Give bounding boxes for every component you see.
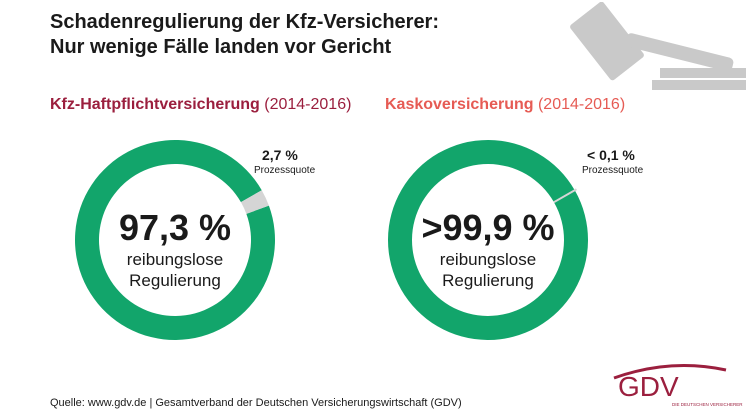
chart-2-center-value: >99,9 % (421, 207, 555, 248)
chart-1-callout-value: 2,7 % (262, 147, 298, 163)
chart-1-subtitle: Kfz-Haftpflichtversicherung (2014-2016) (50, 96, 351, 114)
gdv-logo-arc (613, 364, 727, 380)
chart-1-title: Kfz-Haftpflichtversicherung (50, 96, 260, 113)
chart-1-center-label-2: Regulierung (129, 271, 221, 290)
title-line-1: Schadenregulierung der Kfz-Versicherer: (50, 11, 440, 33)
donut-chart-1 (75, 140, 275, 340)
chart-title: Schadenregulierung der Kfz-Versicherer: … (50, 10, 439, 60)
chart-2-center-label-2: Regulierung (442, 271, 534, 290)
source-footer: Quelle: www.gdv.de | Gesamtverband der D… (50, 397, 462, 409)
gavel-icon (570, 2, 746, 90)
gavel-head (570, 2, 644, 81)
chart-1-period: (2014-2016) (264, 96, 352, 113)
title-line-2: Nur wenige Fälle landen vor Gericht (50, 36, 392, 58)
donut-1-slice-prozessquote (240, 190, 269, 214)
chart-1-callout-label: Prozessquote (254, 165, 316, 176)
gdv-logo-tagline: DIE DEUTSCHEN VERSICHERER (672, 402, 743, 407)
chart-1-center-value: 97,3 % (118, 207, 232, 248)
gavel-handle (625, 33, 734, 72)
donut-2-slice-prozessquote (553, 188, 577, 204)
chart-1-center-label-1: reibungslose (126, 250, 224, 269)
gavel-base-top (660, 68, 746, 78)
chart-2-callout-label: Prozessquote (582, 165, 644, 176)
chart-2-callout-value: < 0,1 % (587, 147, 635, 163)
gavel-base-bottom (652, 80, 746, 90)
gdv-logo-text: GDV (618, 371, 679, 402)
donut-chart-2 (388, 140, 588, 340)
chart-2-period: (2014-2016) (537, 96, 626, 113)
chart-2-title: Kaskoversicherung (385, 96, 534, 113)
chart-2-subtitle: Kaskoversicherung (2014-2016) (385, 96, 625, 114)
chart-2-center-label-1: reibungslose (439, 250, 537, 269)
